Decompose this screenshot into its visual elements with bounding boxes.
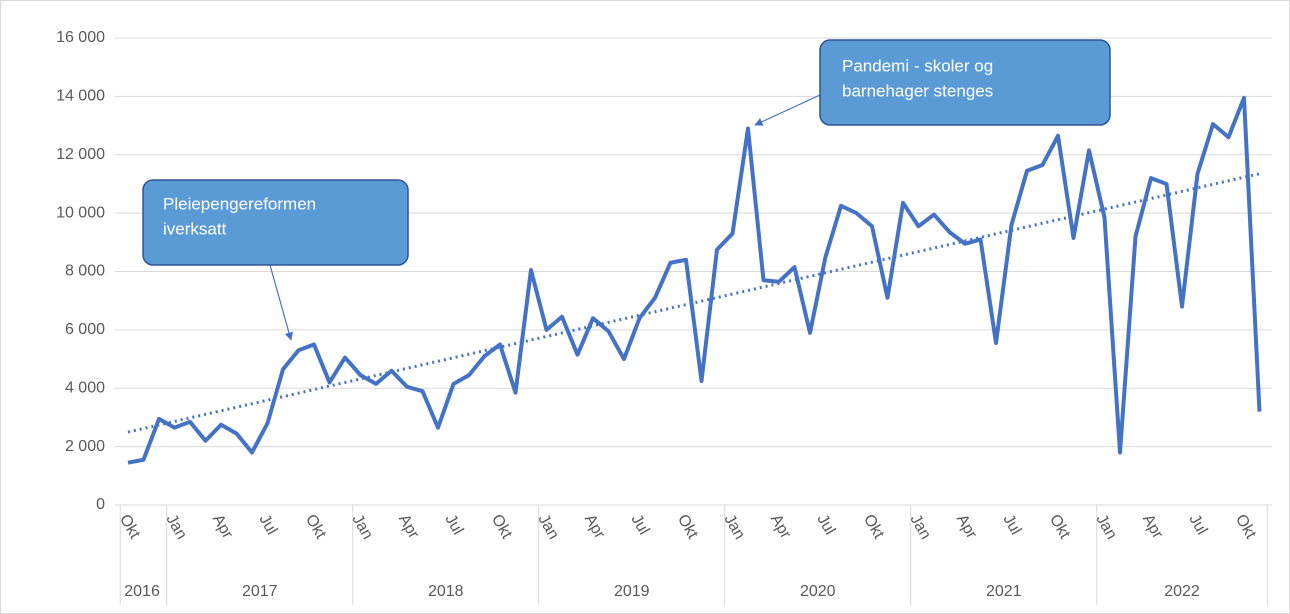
trendline — [127, 172, 1260, 434]
y-tick-label: 8 000 — [65, 263, 105, 280]
annotation: barnehager stenges — [842, 81, 993, 100]
y-tick-label: 2 000 — [65, 438, 105, 455]
y-tick-label: 12 000 — [56, 146, 105, 163]
line-series — [127, 95, 1262, 465]
annotation: Pandemi - skoler og — [842, 56, 993, 75]
year-label: 2021 — [986, 583, 1022, 600]
y-tick-label: 0 — [96, 496, 105, 513]
y-tick-label: 6 000 — [65, 321, 105, 338]
plot: 0 2 000 4 000 6 000 8 000 10 000 12 000 14 000 1… — [56, 29, 1272, 605]
year-label: 2022 — [1164, 583, 1200, 600]
y-tick-label: 10 000 — [56, 204, 105, 221]
year-label: 2017 — [242, 583, 278, 600]
y-tick-label: 16 000 — [56, 29, 105, 46]
year-label: 2018 — [428, 583, 464, 600]
callout — [819, 39, 1111, 126]
annotation: iverksatt — [163, 219, 227, 238]
year-label: 2020 — [800, 583, 836, 600]
y-tick-label: 14 000 — [56, 88, 105, 105]
year-label: 2019 — [614, 583, 650, 600]
annotation: Pleiepengereformen — [163, 194, 316, 213]
year-label: 2016 — [124, 583, 160, 600]
arrow — [754, 94, 821, 126]
callout — [142, 179, 409, 266]
y-tick-label: 4 000 — [65, 379, 105, 396]
arrow — [269, 264, 294, 341]
